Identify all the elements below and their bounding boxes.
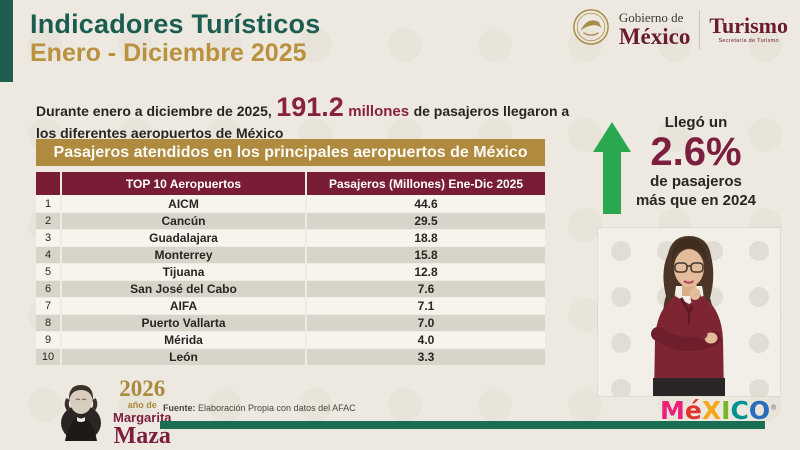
footer-green-bar	[160, 421, 765, 429]
anniversary-year: 2026	[119, 376, 166, 401]
mexico-logo-letter: I	[721, 396, 731, 425]
table-row: 2 Cancún 29.5	[36, 212, 545, 229]
intro-highlight-number: 191.2	[276, 92, 344, 122]
anniversary-line1: año de	[127, 400, 157, 410]
cell-airport: Tijuana	[62, 264, 307, 280]
cell-passengers: 7.0	[417, 316, 435, 330]
header-accent-bar	[0, 0, 13, 82]
intro-sentence: Durante enero a diciembre de 2025, 191.2…	[36, 94, 584, 144]
cell-airport: Guadalajara	[62, 230, 307, 246]
table-row: 9 Mérida 4.0	[36, 331, 545, 348]
cell-rank: 10	[36, 349, 62, 365]
cell-airport: AIFA	[62, 298, 307, 314]
column-header-airport: TOP 10 Aeropuertos	[62, 172, 307, 195]
cell-passengers: 4.0	[417, 333, 435, 347]
cell-rank: 8	[36, 315, 62, 331]
table-row: 10 León 3.3	[36, 348, 545, 365]
cell-rank: 7	[36, 298, 62, 314]
intro-highlight-unit: millones	[348, 103, 410, 120]
cell-rank: 4	[36, 247, 62, 263]
table-banner-title: Pasajeros atendidos en los principales a…	[53, 143, 528, 161]
cell-airport: León	[62, 349, 307, 365]
cell-passengers: 29.5	[414, 214, 438, 228]
cell-passengers: 3.3	[417, 350, 435, 364]
page-title-block: Indicadores Turísticos Enero - Diciembre…	[30, 9, 320, 67]
airports-table: TOP 10 Aeropuertos Pasajeros (Millones) …	[36, 172, 545, 365]
cell-airport: AICM	[62, 195, 307, 212]
growth-stat-line3: más que en 2024	[635, 191, 757, 209]
cell-airport: Puerto Vallarta	[62, 315, 307, 331]
anniversary-emblem: 2026 año de Margarita Maza	[55, 377, 172, 448]
gobierno-line1: Gobierno de	[618, 10, 684, 25]
cell-rank: 6	[36, 281, 62, 297]
growth-up-arrow-icon	[593, 122, 631, 219]
cell-rank: 1	[36, 195, 62, 212]
anniversary-line2: Margarita	[113, 410, 172, 425]
mexico-logo-letter: C	[730, 396, 749, 425]
gobierno-line2: México	[618, 24, 691, 49]
cell-rank: 2	[36, 213, 62, 229]
turismo-label: Turismo	[709, 12, 788, 38]
interpreter-illustration	[651, 236, 725, 396]
source-note: Fuente: Elaboración Propia con datos del…	[163, 403, 356, 413]
cell-rank: 9	[36, 332, 62, 348]
growth-stat-value: 2.6%	[650, 130, 742, 174]
table-row: 7 AIFA 7.1	[36, 297, 545, 314]
government-logos: Gobierno de México Turismo Secretaría de…	[572, 8, 788, 51]
airports-table-header: TOP 10 Aeropuertos Pasajeros (Millones) …	[36, 172, 545, 195]
column-header-rank	[36, 172, 62, 195]
mexico-logo-letter: O	[748, 396, 771, 425]
intro-text-before: Durante enero a diciembre de 2025,	[36, 103, 272, 119]
mexico-logo-letter: X	[701, 396, 722, 425]
mexico-logo-letter: M	[660, 396, 685, 425]
cell-passengers: 7.6	[417, 282, 435, 296]
table-row: 4 Monterrey 15.8	[36, 246, 545, 263]
mexico-tourism-logo: MéXICO®	[660, 396, 777, 425]
turismo-sublabel: Secretaría de Turismo	[718, 37, 779, 44]
growth-stat-line2: de pasajeros	[650, 173, 742, 190]
intro-text-after: de pasajeros llegaron a los diferentes a…	[36, 103, 570, 141]
table-row: 8 Puerto Vallarta 7.0	[36, 314, 545, 331]
mexico-eagle-seal-icon	[572, 8, 610, 51]
cell-passengers: 12.8	[414, 265, 438, 279]
source-label: Fuente:	[163, 403, 196, 413]
cell-airport: San José del Cabo	[62, 281, 307, 297]
table-row: 5 Tijuana 12.8	[36, 263, 545, 280]
logo-divider	[699, 10, 701, 49]
cell-rank: 3	[36, 230, 62, 246]
cell-passengers: 15.8	[414, 248, 438, 262]
airports-table-body: 1 AICM 44.6 2 Cancún 29.5 3 Guadalajara …	[36, 195, 545, 365]
table-row: 1 AICM 44.6	[36, 195, 545, 212]
page-title: Indicadores Turísticos	[30, 9, 321, 39]
cell-airport: Mérida	[62, 332, 307, 348]
cell-airport: Cancún	[62, 213, 307, 229]
cell-airport: Monterrey	[62, 247, 307, 263]
margarita-maza-portrait	[55, 379, 107, 446]
table-row: 6 San José del Cabo 7.6	[36, 280, 545, 297]
mexico-logo-letters: MéXICO	[660, 396, 770, 425]
gobierno-de-mexico-wordmark: Gobierno de México	[619, 11, 691, 48]
source-text: Elaboración Propia con datos del AFAC	[195, 403, 356, 413]
cell-passengers: 18.8	[414, 231, 438, 245]
table-banner: Pasajeros atendidos en los principales a…	[36, 139, 545, 166]
cell-passengers: 7.1	[417, 299, 435, 313]
table-row: 3 Guadalajara 18.8	[36, 229, 545, 246]
cell-rank: 5	[36, 264, 62, 280]
sign-language-interpreter-video	[598, 228, 780, 396]
turismo-wordmark: Turismo Secretaría de Turismo	[709, 12, 788, 45]
column-header-passengers: Pasajeros (Millones) Ene-Dic 2025	[328, 176, 524, 191]
growth-stat: Llegó un 2.6% de pasajeros más que en 20…	[616, 114, 776, 211]
page-subtitle: Enero - Diciembre 2025	[30, 39, 307, 68]
growth-stat-line1: Llegó un	[664, 114, 728, 131]
mexico-logo-letter: é	[684, 396, 702, 425]
cell-passengers: 44.6	[414, 196, 438, 211]
trademark-mark: ®	[770, 403, 778, 412]
